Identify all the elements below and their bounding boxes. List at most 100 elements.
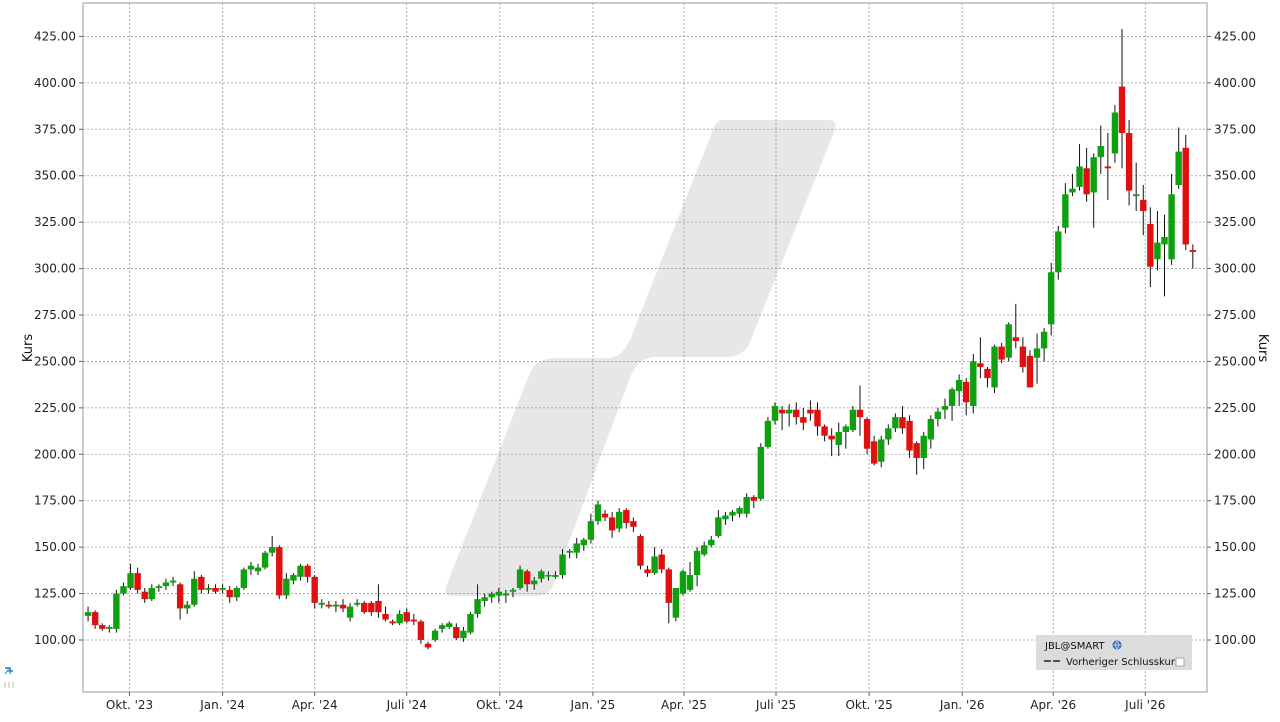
candle [1147, 207, 1154, 288]
candle [134, 567, 141, 594]
candle [955, 374, 963, 406]
y-tick-label-left: 350.00 [34, 169, 76, 183]
candle-body [736, 508, 743, 514]
candle-body [963, 381, 970, 403]
candle [764, 417, 772, 449]
candle-series [84, 29, 1197, 650]
candle [113, 589, 120, 633]
candle-body [587, 521, 595, 540]
candle-body [651, 556, 658, 574]
candle [573, 537, 580, 559]
candle [608, 511, 616, 538]
legend: JBL@SMART Vorheriger Schlusskurs [1036, 635, 1192, 670]
y-tick-label-left: 250.00 [34, 354, 76, 368]
y-tick-label-right: 150.00 [1214, 540, 1256, 554]
y-tick-label-left: 325.00 [34, 215, 76, 229]
y-tick-label-right: 375.00 [1214, 122, 1256, 136]
candle [927, 415, 935, 449]
candle [686, 562, 694, 592]
candle [849, 406, 857, 432]
candle [778, 406, 786, 431]
candle [1012, 303, 1019, 349]
candle [870, 435, 878, 466]
y-tick-label-right: 100.00 [1214, 633, 1256, 647]
candle [970, 354, 977, 414]
candle [1040, 328, 1048, 362]
candle-body [247, 565, 255, 570]
candle [1005, 322, 1012, 362]
candle [651, 547, 658, 575]
candle [233, 586, 240, 601]
candle [389, 619, 396, 626]
y-tick-label-left: 125.00 [34, 587, 76, 601]
candle-body [828, 435, 835, 440]
candle-body [998, 346, 1005, 360]
candle-body [842, 426, 850, 432]
candle-body [1069, 188, 1076, 193]
candle [793, 402, 800, 425]
y-tick-label-left: 150.00 [34, 540, 76, 554]
candle-body [219, 588, 226, 590]
candle-body [722, 515, 729, 520]
globe-icon[interactable] [1112, 640, 1122, 650]
candle-body [679, 571, 687, 594]
candle [679, 569, 687, 596]
plot-frame [82, 2, 1208, 693]
candle-body [1097, 146, 1104, 158]
candle-body [793, 409, 800, 418]
candle [1140, 185, 1147, 236]
candle-body [184, 604, 191, 609]
candle-body [778, 409, 786, 414]
candle-body [623, 510, 630, 523]
candle-body [885, 428, 892, 440]
candle [594, 500, 602, 525]
y-tick-label-right: 275.00 [1214, 308, 1256, 322]
x-tick-label: Juli '24 [386, 698, 427, 712]
candle [1154, 211, 1161, 271]
x-tick-label: Okt. '23 [106, 698, 153, 712]
y-tick-label-right: 425.00 [1214, 29, 1256, 43]
candle-body [665, 569, 672, 603]
candle [693, 547, 701, 587]
candle-body [176, 584, 184, 609]
candle [991, 344, 998, 393]
candle-body [1175, 151, 1182, 185]
candle-body [835, 432, 842, 445]
candle-body [396, 614, 403, 624]
candle-body [821, 426, 828, 436]
candle-body [254, 567, 262, 572]
candle [1118, 29, 1126, 169]
y-axis-title-right: Kurs [1255, 334, 1270, 362]
candle-body [1147, 224, 1154, 267]
drawing-tool-icon[interactable] [4, 667, 14, 688]
candle-body [389, 621, 396, 624]
candle-body [431, 630, 439, 640]
candle [509, 588, 517, 598]
candle-body [927, 419, 935, 440]
candle-body [970, 361, 977, 406]
candle-body [113, 593, 120, 629]
candle-body [920, 435, 927, 458]
x-axis: Okt. '23 Jan. '24 Apr. '24 Juli '24 Okt. '24… [106, 692, 1165, 712]
candle-body [700, 545, 708, 555]
candle [1076, 144, 1083, 191]
candle-body [261, 552, 269, 568]
previous-close-checkbox[interactable] [1175, 657, 1185, 667]
candle-body [708, 539, 715, 546]
candle [913, 441, 920, 475]
candle [878, 435, 885, 468]
candle [977, 337, 984, 379]
candle-body [594, 504, 602, 522]
candle [169, 576, 177, 587]
x-tick-label: Juli '25 [755, 698, 796, 712]
candle-body [191, 578, 198, 605]
candle-body [361, 602, 368, 613]
candle [283, 573, 290, 600]
candle [700, 541, 708, 557]
candle [1033, 333, 1041, 384]
candle [276, 545, 283, 600]
candle-body [1111, 112, 1119, 154]
candle [382, 606, 389, 622]
candle [559, 549, 566, 579]
candle [120, 582, 127, 596]
